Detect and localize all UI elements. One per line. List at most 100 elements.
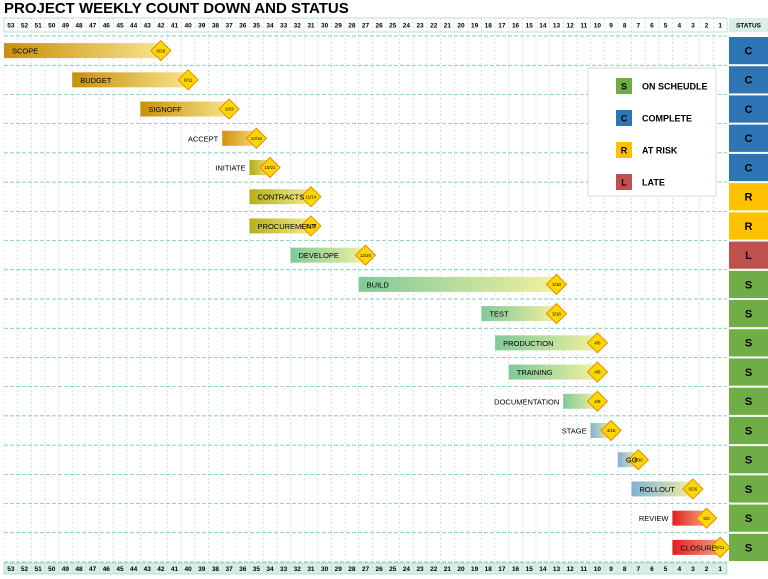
x-tick-label: 51 [34,23,42,30]
x-tick-label: 37 [225,566,233,573]
task-label: INITIATE [215,163,245,172]
milestone-date: 10/21 [264,165,276,170]
milestone [586,332,609,354]
milestone-date: 10/16 [251,136,263,141]
x-tick-label: 12 [567,23,575,30]
x-tick-label: 2 [705,23,709,30]
x-tick-label: 2 [705,566,709,573]
x-tick-label: 40 [185,566,193,573]
status-cell [729,300,768,328]
x-tick-label: 38 [212,23,220,30]
x-tick-label: 4 [677,23,681,30]
legend-label: LATE [642,177,665,187]
x-tick-label: 6 [650,23,654,30]
status-header-bg [729,18,768,32]
status-code: S [745,484,752,496]
x-tick-label: 24 [403,23,411,30]
legend-swatch [616,110,632,126]
task-label: STAGE [562,426,587,435]
milestone [300,186,322,208]
milestone [682,478,704,500]
task-label: REVIEW [639,514,670,523]
x-tick-label: 22 [430,566,438,573]
x-tick-label: 41 [171,23,179,30]
x-tick-label: 24 [403,566,411,573]
x-tick-label: 12 [567,566,575,573]
footer-row [3,562,728,575]
task-bar [672,539,721,555]
x-tick-label: 35 [253,566,261,573]
x-tick-label: 8 [623,566,627,573]
status-cell [729,183,768,211]
x-tick-label: 13 [553,23,561,30]
x-tick-label: 48 [75,23,83,30]
task-bar [495,335,598,351]
x-tick-label: 14 [539,566,547,573]
x-tick-label: 44 [130,23,138,30]
x-tick-label: 43 [144,566,152,573]
status-cell [729,37,768,65]
x-tick-label: 30 [321,566,329,573]
legend-swatch [616,174,632,190]
x-tick-label: 48 [75,566,83,573]
x-tick-label: 36 [239,23,247,30]
milestone-date: 11/14 [305,224,316,229]
legend-box [587,67,717,197]
legend-label: COMPLETE [642,113,692,123]
status-cell [729,95,768,123]
status-cell [729,416,768,445]
milestone [627,449,650,471]
status-cell [729,66,768,94]
x-tick-label: 14 [539,23,547,30]
x-tick-label: 26 [376,23,384,30]
x-tick-label: 7 [637,566,641,573]
x-tick-label: 49 [62,23,70,30]
x-tick-label: 41 [171,566,179,573]
status-cell [729,270,768,298]
x-tick-label: 40 [185,23,193,30]
x-tick-label: 39 [198,566,206,573]
status-code: C [745,133,753,145]
x-tick-label: 43 [144,23,152,30]
milestone [150,39,172,62]
milestone-date: 8/11 [184,78,193,83]
task-label: TEST [489,310,509,319]
x-tick-label: 11 [580,23,587,30]
x-tick-label: 25 [389,23,397,30]
status-cell [729,387,768,415]
milestone [709,536,731,559]
x-tick-label: 23 [416,23,424,30]
x-tick-label: 19 [471,566,479,573]
status-code: C [745,104,753,116]
status-cell [729,329,768,357]
milestone [695,507,718,529]
x-tick-label: 27 [362,23,370,30]
status-code: S [745,396,752,408]
status-cell [729,446,768,474]
x-tick-label: 15 [526,23,534,30]
task-label: ACCEPT [188,134,219,143]
x-tick-label: 1 [718,23,722,30]
x-tick-label: 20 [457,566,465,573]
x-tick-label: 52 [21,23,29,30]
status-code: R [745,221,753,233]
milestone-date: 5/26 [689,487,698,492]
x-tick-label: 22 [430,23,438,30]
x-tick-label: 18 [485,23,493,30]
milestone-date: 3/18 [552,282,561,287]
x-tick-label: 44 [130,566,138,573]
x-tick-label: 17 [498,23,506,30]
task-bar [249,218,311,234]
status-code: S [745,455,752,467]
legend-code: C [621,113,628,123]
milestone-date: 4/8 [594,370,601,375]
status-code: S [745,309,752,321]
milestone-date: 4/30 [634,457,643,462]
x-tick-label: 11 [580,566,587,573]
status-code: S [745,425,752,437]
milestone-date: 3/18 [552,311,561,316]
x-tick-label: 4 [677,566,681,573]
milestone [545,302,568,325]
header-row [3,17,728,33]
task-label: SIGNOFF [148,105,182,114]
